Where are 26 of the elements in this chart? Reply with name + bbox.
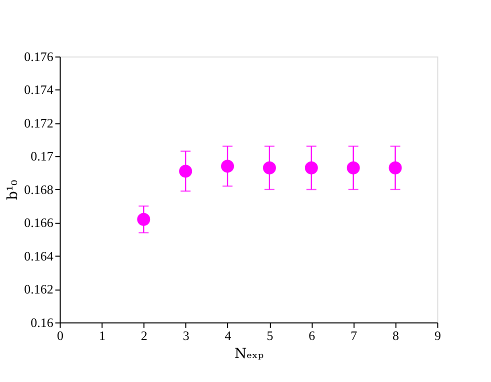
y-tick-label: 0.176: [24, 48, 54, 64]
x-tick-label: 9: [434, 328, 441, 343]
y-tick-label: 0.162: [24, 282, 54, 297]
y-tick-label: 0.164: [24, 248, 54, 264]
point: [221, 160, 234, 173]
x-tick-label: 6: [308, 328, 316, 343]
y-tick-label: 0.168: [24, 182, 54, 197]
point: [179, 164, 192, 178]
x-tick-label: 4: [224, 328, 232, 343]
x-tick-label: 8: [392, 328, 400, 343]
point: [262, 161, 276, 174]
y-tick-label: 0.17: [30, 148, 54, 164]
x-tick-label: 7: [350, 328, 358, 343]
y-tick-label: 0.166: [24, 215, 54, 230]
y-tick-label: 0.16: [30, 314, 54, 330]
x-tick-label: 3: [182, 328, 190, 343]
x-axis-title: Nₑₓₚ: [234, 346, 264, 362]
y-tick-label: 0.172: [24, 115, 54, 130]
x-tick-label: 5: [266, 328, 274, 343]
y-axis-title: b¹₀: [5, 180, 22, 200]
x-tick-label: 0: [57, 328, 64, 343]
point: [304, 161, 318, 174]
x-tick-label: 1: [98, 328, 106, 343]
y-tick-label: 0.174: [24, 82, 54, 98]
x-tick-label: 2: [140, 328, 148, 343]
point: [137, 212, 150, 226]
